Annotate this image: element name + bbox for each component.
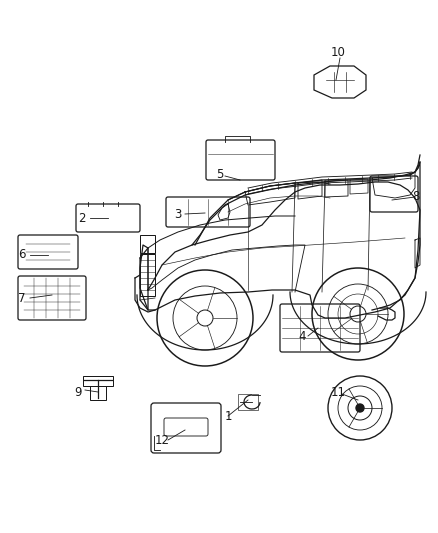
Bar [140,235,155,253]
Bar [83,376,113,386]
Bar [238,394,258,410]
Text: 9: 9 [74,385,82,399]
Text: 11: 11 [331,385,346,399]
Text: 12: 12 [155,433,170,447]
Text: 3: 3 [174,208,182,222]
Text: 6: 6 [18,248,26,262]
Text: 2: 2 [78,212,86,224]
Text: 1: 1 [224,409,232,423]
Text: 8: 8 [412,190,420,203]
Text: 7: 7 [18,292,26,304]
Text: 5: 5 [216,168,224,182]
Text: 4: 4 [298,329,306,343]
Bar [140,254,155,296]
Bar [90,386,106,400]
Circle shape [356,404,364,412]
Text: 10: 10 [331,45,346,59]
